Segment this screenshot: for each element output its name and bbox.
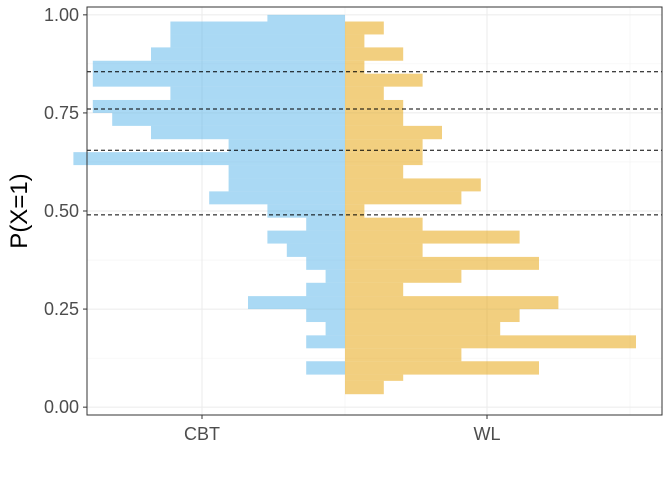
- histogram-bar-wl: [345, 165, 404, 179]
- histogram-bar-cbt: [228, 178, 345, 192]
- histogram-bar-wl: [345, 335, 636, 349]
- y-tick-label: 0.75: [44, 103, 79, 123]
- histogram-bar-wl: [345, 322, 501, 336]
- histogram-bar-cbt: [170, 86, 345, 100]
- histogram-bar-cbt: [151, 47, 345, 61]
- histogram-bar-cbt: [228, 165, 345, 179]
- x-tick-label: CBT: [184, 424, 220, 444]
- histogram-bar-cbt: [306, 217, 345, 231]
- histogram-bar-cbt: [325, 269, 345, 283]
- y-axis-title: P(X=1): [6, 173, 33, 248]
- histogram-bar-cbt: [267, 230, 345, 244]
- histogram-bar-wl: [345, 230, 520, 244]
- y-tick-label: 0.00: [44, 397, 79, 417]
- histogram-bar-cbt: [92, 73, 345, 87]
- histogram-bar-wl: [345, 47, 404, 61]
- histogram-bar-cbt: [248, 296, 345, 310]
- histogram-bar-cbt: [170, 34, 345, 48]
- histogram-bar-cbt: [73, 152, 346, 166]
- histogram-bar-wl: [345, 348, 462, 362]
- histogram-bar-wl: [345, 243, 423, 257]
- histogram-bar-wl: [345, 86, 384, 100]
- histogram-bar-cbt: [170, 21, 345, 35]
- histogram-bar-wl: [345, 282, 404, 297]
- histogram-bar-wl: [345, 112, 404, 126]
- histogram-bar-wl: [345, 60, 365, 74]
- histogram-bar-cbt: [267, 14, 345, 22]
- histogram-bar-cbt: [286, 243, 345, 257]
- histogram-bar-cbt: [151, 125, 345, 140]
- histogram-bars: [73, 14, 636, 395]
- histogram-bar-cbt: [92, 60, 345, 74]
- histogram-bar-cbt: [306, 361, 345, 375]
- y-axis: 0.00 0.25 0.50 0.75 1.00: [44, 5, 87, 417]
- histogram-bar-wl: [345, 204, 365, 218]
- y-tick-label: 0.25: [44, 299, 79, 319]
- histogram-bar-wl: [345, 380, 384, 395]
- histogram-bar-wl: [345, 99, 404, 113]
- histogram-bar-wl: [345, 217, 423, 231]
- histogram-bar-cbt: [267, 204, 345, 218]
- histogram-bar-wl: [345, 125, 442, 140]
- histogram-bar-cbt: [325, 322, 345, 336]
- x-tick-label: WL: [474, 424, 501, 444]
- histogram-bar-wl: [345, 34, 365, 48]
- histogram-bar-cbt: [306, 309, 345, 323]
- histogram-bar-cbt: [92, 99, 345, 113]
- x-axis: CBT WL: [184, 415, 501, 444]
- histogram-bar-cbt: [306, 282, 345, 297]
- y-tick-label: 1.00: [44, 5, 79, 25]
- histogram-bar-wl: [345, 152, 423, 166]
- histogram-bar-cbt: [112, 112, 345, 126]
- histogram-bar-wl: [345, 296, 559, 310]
- y-tick-label: 0.50: [44, 201, 79, 221]
- histogram-bar-cbt: [306, 335, 345, 349]
- histogram-bar-wl: [345, 191, 462, 205]
- histogram-bar-cbt: [209, 191, 345, 205]
- histogram-bar-wl: [345, 73, 423, 87]
- histogram-bar-wl: [345, 309, 520, 323]
- histogram-bar-wl: [345, 269, 462, 283]
- histogram-bar-wl: [345, 374, 404, 381]
- histogram-bar-wl: [345, 21, 384, 35]
- histogram-bar-wl: [345, 139, 423, 153]
- histogram-bar-cbt: [228, 139, 345, 153]
- histogram-bar-wl: [345, 178, 481, 192]
- histogram-bar-wl: [345, 256, 539, 270]
- histogram-bar-cbt: [306, 256, 345, 270]
- histogram-bar-wl: [345, 361, 539, 375]
- reference-lines: [87, 71, 662, 216]
